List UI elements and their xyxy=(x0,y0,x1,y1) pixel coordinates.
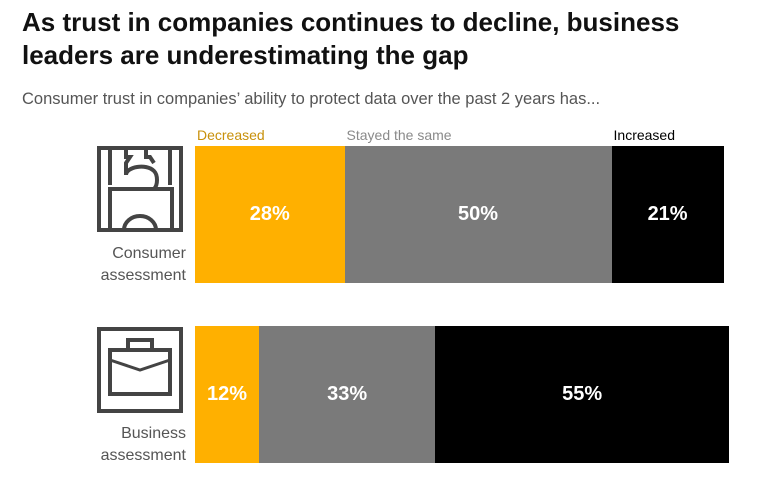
chart-subtitle: Consumer trust in companies’ ability to … xyxy=(22,90,601,108)
bar-segment-stayed-the-same-0: 50% xyxy=(344,146,612,283)
category-label-consumer: Consumer assessment xyxy=(100,245,186,284)
data-label: 50% xyxy=(458,203,499,225)
consumer-buyer-icon xyxy=(97,146,183,232)
bar-segment-decreased-0: 28% xyxy=(195,146,345,283)
bar-segment-decreased-1: 12% xyxy=(195,326,260,463)
data-label: 33% xyxy=(327,383,368,405)
bar-segment-stayed-the-same-1: 33% xyxy=(259,326,436,463)
bar-segment-increased-0: 21% xyxy=(611,146,724,283)
data-label: 55% xyxy=(562,383,603,405)
legend-item-increased: Increased xyxy=(613,127,675,143)
data-label: 28% xyxy=(249,203,290,225)
chart-title: As trust in companies continues to decli… xyxy=(22,7,680,70)
briefcase-icon xyxy=(97,327,183,413)
legend-item-decreased: Decreased xyxy=(197,127,265,143)
legend-item-stayed-the-same: Stayed the same xyxy=(346,127,452,143)
bar-segment-increased-1: 55% xyxy=(435,326,729,463)
category-label-business: Business assessment xyxy=(100,425,186,464)
data-label: 12% xyxy=(207,383,248,405)
data-label: 21% xyxy=(647,203,688,225)
